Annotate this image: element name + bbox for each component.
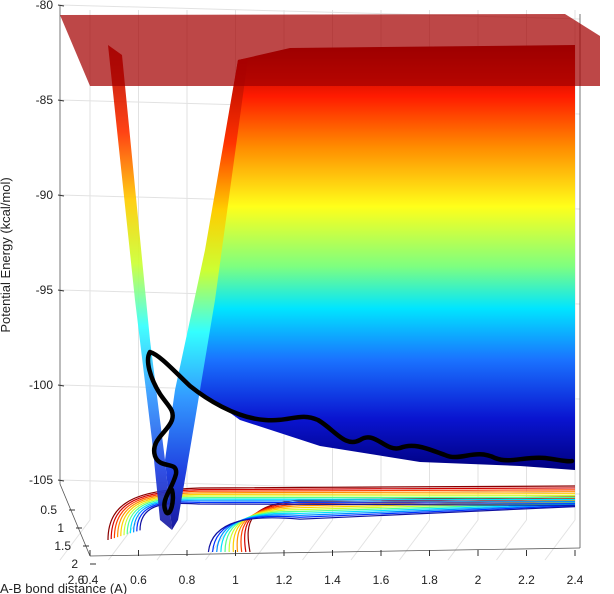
z-tick-mark: [57, 479, 65, 482]
energy-well-wall: [165, 58, 248, 530]
x-axis-ticks: 0.4 0.6 0.8 1 1.2 1.4 1.6 1.8 2 2.2 2.4 2.6: [68, 550, 584, 587]
x-tick-label: 2.2: [518, 573, 535, 587]
z-tick-label: -80: [36, 0, 54, 12]
reaction-trajectory: [145, 349, 575, 516]
x-tick-label: 2: [475, 573, 482, 587]
energy-well: [108, 45, 172, 530]
y-axis-ticks: 0.51 1.52: [40, 503, 96, 571]
axes-box: [59, 5, 581, 557]
energy-cap-plane: [60, 14, 600, 86]
y-tick-label: 2: [71, 557, 78, 571]
x-tick-label: 2.4: [567, 573, 584, 587]
z-axis-label: Potential Energy (kcal/mol): [0, 177, 13, 332]
x-tick-label: 1.6: [373, 573, 390, 587]
x-tick-label-partial: 2.6: [68, 573, 85, 587]
x-tick-label: 1.2: [276, 573, 293, 587]
z-tick-mark: [57, 384, 65, 387]
x-tick-label: 0.6: [130, 573, 147, 587]
x-tick-label: 0.4: [82, 573, 99, 587]
y-tick-label: 1: [57, 521, 64, 535]
x-tick-label: 1: [232, 573, 239, 587]
z-tick-mark: [57, 194, 65, 197]
z-tick-label: -100: [29, 378, 53, 392]
z-tick-label: -85: [36, 93, 54, 107]
z-tick-mark: [57, 99, 65, 102]
x-tick-label: 1.8: [421, 573, 438, 587]
z-tick-mark: [57, 289, 65, 292]
z-tick-label: -95: [36, 283, 54, 297]
y-tick-label: 1.5: [54, 539, 71, 553]
x-tick-label: 0.8: [179, 573, 196, 587]
z-axis-ticks: -80 -85 -90 -95 -100 -105: [29, 0, 65, 487]
energy-surface: [180, 45, 575, 470]
x-axis-label: A-B bond distance (A): [0, 581, 127, 594]
y-tick-label: 0.5: [40, 503, 57, 517]
z-tick-label: -105: [29, 473, 53, 487]
x-tick-label: 1.4: [324, 573, 341, 587]
z-tick-mark: [57, 4, 65, 7]
contour-line: [139, 502, 576, 553]
z-tick-label: -90: [36, 188, 54, 202]
